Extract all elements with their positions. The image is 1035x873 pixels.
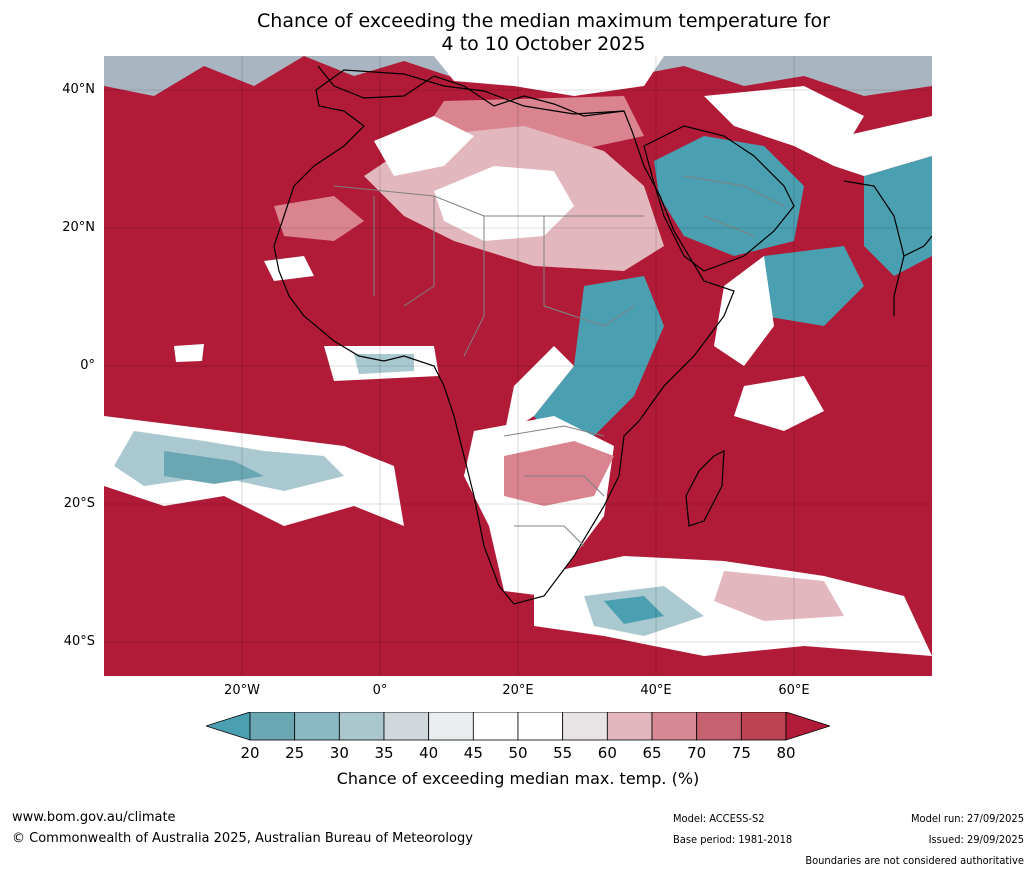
colorbar-segment xyxy=(472,712,519,741)
arabia-white-fringe xyxy=(704,86,864,166)
north-sahara-white xyxy=(374,116,474,176)
colorbar-tick-label: 60 xyxy=(597,744,617,762)
colorbar-tick-label: 45 xyxy=(463,744,483,762)
lon-label-0: 0° xyxy=(372,683,388,698)
southern-africa-pink xyxy=(504,441,614,506)
colorbar-tick-label: 30 xyxy=(329,744,349,762)
footer-base-period: Base period: 1981-2018 xyxy=(673,833,793,846)
footer-issued: Issued: 29/09/2025 xyxy=(928,833,1024,846)
colorbar xyxy=(206,712,830,741)
africa-coastline xyxy=(273,69,735,605)
colorbar-segment xyxy=(562,712,608,741)
colorbar-segment xyxy=(651,712,698,741)
india-cool-region xyxy=(864,156,932,276)
lat-label-40n: 40°N xyxy=(62,82,95,97)
arabia-coastline xyxy=(643,125,795,272)
arabian-sea-cool xyxy=(764,246,864,326)
colorbar-segment xyxy=(740,712,787,741)
colorbar-segments xyxy=(206,712,830,741)
footer-copyright: © Commonwealth of Australia 2025, Austra… xyxy=(12,831,473,846)
colorbar-tick-label: 70 xyxy=(687,744,707,762)
title-line-2: 4 to 10 October 2025 xyxy=(441,33,646,55)
colorbar-tick-label: 40 xyxy=(419,744,439,762)
colorbar-label: Chance of exceeding median max. temp. (%… xyxy=(336,769,700,788)
colorbar-tick-label: 35 xyxy=(374,744,394,762)
colorbar-tick-label: 20 xyxy=(240,744,260,762)
footer-model-run: Model run: 27/09/2025 xyxy=(911,812,1024,825)
arabian-sea-white xyxy=(714,256,774,366)
graticule xyxy=(104,56,932,676)
india-white-fringe xyxy=(834,116,932,176)
europe-cool-region xyxy=(104,56,932,96)
sahara-white-core xyxy=(434,166,574,241)
arabia-cool-region xyxy=(654,136,804,256)
west-sahara-pink xyxy=(274,196,364,241)
lat-label-40s: 40°S xyxy=(63,634,95,649)
colorbar-segment xyxy=(606,712,653,741)
europe-white-region xyxy=(434,56,664,96)
colorbar-segment xyxy=(383,712,430,741)
colorbar-arrow-low xyxy=(206,712,251,741)
footer-disclaimer: Boundaries are not considered authoritat… xyxy=(805,854,1024,867)
colorbar-tick-label: 55 xyxy=(553,744,573,762)
europe-coastline xyxy=(317,65,625,117)
lon-label-20w: 20°W xyxy=(224,683,260,698)
title-line-1: Chance of exceeding the median maximum t… xyxy=(257,10,830,32)
atlantic-small-cool xyxy=(174,344,204,362)
west-africa-cool xyxy=(264,256,314,281)
colorbar-arrow-high xyxy=(785,712,830,741)
gulf-guinea-cool xyxy=(354,354,414,374)
country-boundaries xyxy=(333,175,785,547)
colorbar-segment xyxy=(294,712,340,741)
colorbar-segment xyxy=(517,712,564,741)
colorbar-segment xyxy=(338,712,385,741)
madagascar-coastline xyxy=(685,450,725,527)
south-atlantic-teal-core xyxy=(164,451,264,484)
lon-label-20e: 20°E xyxy=(502,683,534,698)
colorbar-tick-label: 25 xyxy=(285,744,305,762)
map-title: Chance of exceeding the median maximum t… xyxy=(0,10,1035,56)
southern-ocean-teal xyxy=(604,596,664,624)
footer-model: Model: ACCESS-S2 xyxy=(673,812,765,825)
colorbar-tick-label: 50 xyxy=(508,744,528,762)
lon-label-40e: 40°E xyxy=(640,683,672,698)
colorbar-segment xyxy=(249,712,296,741)
east-africa-white-fringe xyxy=(504,346,574,436)
lat-label-20s: 20°S xyxy=(63,496,95,511)
footer-url: www.bom.gov.au/climate xyxy=(12,810,176,825)
east-africa-cool-stripe xyxy=(534,276,664,446)
temperature-probability-map xyxy=(104,56,932,676)
india-coastline xyxy=(843,180,932,316)
lat-label-0: 0° xyxy=(80,358,95,373)
lat-label-20n: 20°N xyxy=(62,220,95,235)
southern-ocean-pink-edge xyxy=(714,571,844,621)
colorbar-tick-label: 80 xyxy=(776,744,796,762)
indian-ocean-white xyxy=(734,376,824,431)
colorbar-segment xyxy=(428,712,474,741)
colorbar-tick-label: 65 xyxy=(642,744,662,762)
colorbar-tick-label: 75 xyxy=(731,744,751,762)
lon-label-60e: 60°E xyxy=(778,683,810,698)
colorbar-segment xyxy=(696,712,742,741)
